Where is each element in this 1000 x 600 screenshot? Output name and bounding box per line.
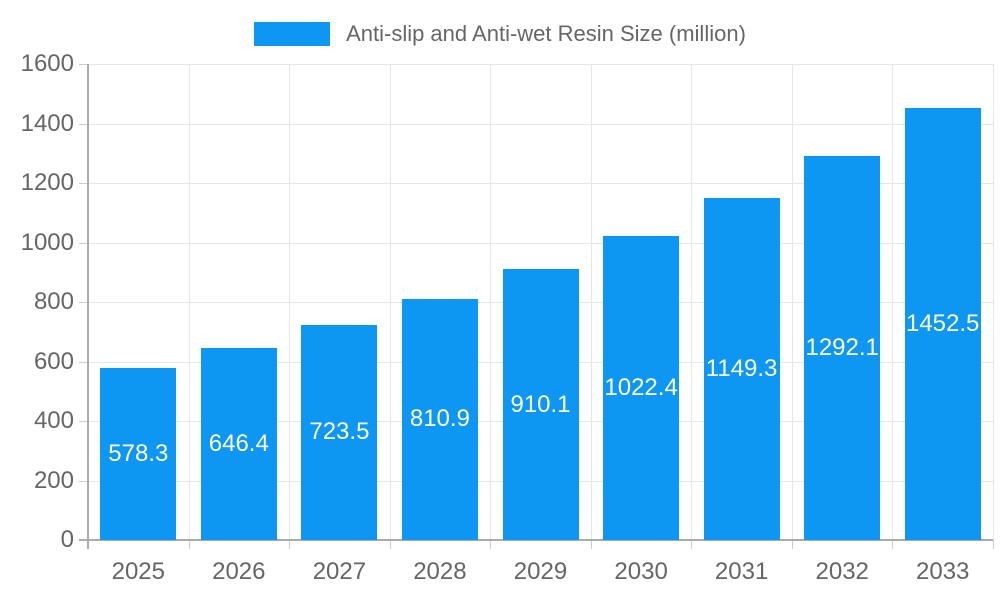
x-grid-line [993, 64, 994, 540]
x-tick-mark [691, 540, 692, 549]
bar-value-label: 1292.1 [805, 333, 879, 361]
bar[interactable]: 1452.5 [904, 107, 981, 540]
y-tick-mark [79, 183, 88, 184]
y-grid-line [88, 183, 993, 184]
x-tick-mark [390, 540, 391, 549]
legend-label: Anti-slip and Anti-wet Resin Size (milli… [346, 21, 746, 46]
x-tick-mark [189, 540, 190, 549]
x-grid-line [390, 64, 391, 540]
bar[interactable]: 578.3 [100, 368, 177, 540]
x-tick-label: 2026 [212, 558, 266, 585]
x-tick-label: 2027 [312, 558, 367, 585]
x-tick-mark [289, 540, 290, 549]
x-grid-line [792, 64, 793, 540]
legend-swatch [254, 22, 331, 46]
bar-value-label: 1149.3 [705, 355, 778, 383]
y-tick-label: 1200 [20, 169, 74, 196]
y-axis-line [87, 64, 89, 549]
bar[interactable]: 910.1 [502, 269, 579, 540]
y-tick-label: 0 [60, 526, 74, 553]
x-tick-mark [792, 540, 793, 549]
legend[interactable]: Anti-slip and Anti-wet Resin Size (milli… [0, 20, 1000, 48]
x-grid-line [591, 64, 592, 540]
x-tick-label: 2025 [111, 558, 165, 585]
bar-value-label: 646.4 [208, 429, 269, 457]
y-tick-mark [79, 124, 88, 125]
y-grid-line [88, 64, 993, 65]
bar-value-label: 1452.5 [905, 309, 980, 337]
y-tick-mark [79, 243, 88, 244]
x-grid-line [691, 64, 692, 540]
x-tick-mark [892, 540, 893, 549]
y-tick-mark [79, 302, 88, 303]
x-tick-mark [490, 540, 491, 549]
x-grid-line [490, 64, 491, 540]
bar-value-label: 1022.4 [604, 373, 678, 401]
bar[interactable]: 810.9 [401, 298, 478, 540]
y-tick-mark [79, 421, 88, 422]
y-tick-label: 1000 [20, 229, 74, 256]
y-tick-mark [79, 362, 88, 363]
bar[interactable]: 1022.4 [603, 235, 680, 540]
y-tick-label: 1400 [20, 110, 74, 137]
x-tick-label: 2033 [915, 558, 970, 585]
bar-value-label: 810.9 [409, 405, 470, 433]
y-tick-label: 400 [33, 407, 74, 434]
bar-value-label: 578.3 [108, 440, 169, 467]
x-tick-label: 2028 [413, 558, 467, 585]
bar[interactable]: 723.5 [301, 324, 378, 540]
y-tick-label: 200 [33, 467, 74, 494]
y-tick-label: 800 [33, 288, 74, 315]
bar[interactable]: 1292.1 [804, 155, 881, 540]
x-tick-label: 2031 [714, 558, 769, 585]
bar-value-label: 723.5 [309, 418, 370, 446]
x-tick-mark [993, 540, 994, 549]
bar-value-label: 910.1 [510, 390, 571, 418]
y-grid-line [88, 243, 993, 244]
x-axis-line [79, 539, 993, 541]
y-grid-line [88, 124, 993, 125]
x-grid-line [189, 64, 190, 540]
x-grid-line [289, 64, 290, 540]
y-tick-mark [79, 64, 88, 65]
x-tick-mark [591, 540, 592, 549]
y-tick-label: 600 [33, 348, 74, 375]
bar[interactable]: 1149.3 [703, 198, 780, 540]
x-tick-label: 2029 [513, 558, 568, 585]
bar[interactable]: 646.4 [200, 347, 277, 540]
x-grid-line [892, 64, 893, 540]
y-tick-label: 1600 [20, 50, 74, 77]
x-tick-label: 2030 [614, 558, 668, 585]
y-tick-mark [79, 481, 88, 482]
x-tick-label: 2032 [815, 558, 869, 585]
